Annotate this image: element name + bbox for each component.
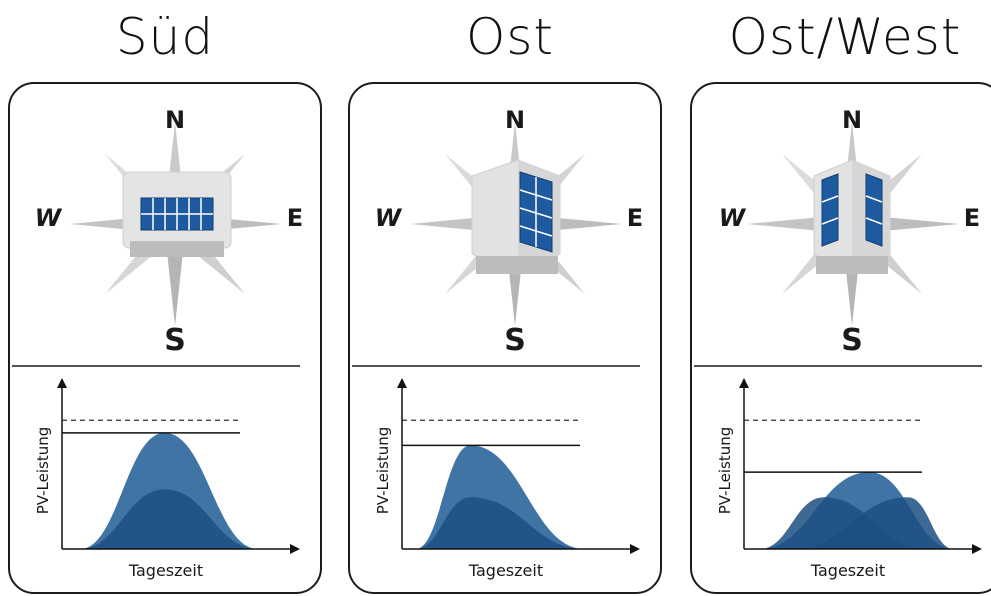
- compass-s: S: [504, 323, 526, 358]
- y-axis-label: PV-Leistung: [374, 427, 392, 515]
- solar-panel-west: [821, 173, 839, 247]
- compass-n: N: [165, 106, 185, 134]
- pv-chart: PV-Leistung Tageszeit: [716, 378, 982, 580]
- compass-e: E: [964, 204, 980, 232]
- x-axis-label: Tageszeit: [810, 561, 885, 580]
- compass-w: W: [35, 204, 63, 232]
- y-axis-arrow: [739, 378, 749, 388]
- house-model: [122, 171, 232, 257]
- compass-s: S: [164, 323, 186, 358]
- house-model: [471, 159, 561, 275]
- compass-w: W: [719, 204, 747, 232]
- panel-sued: N W E S PV-Leistung Tageszeit: [8, 82, 322, 594]
- x-axis-arrow: [630, 544, 640, 554]
- title-sued: Süd: [115, 8, 215, 66]
- curve-inner: [80, 489, 259, 549]
- y-axis-label: PV-Leistung: [716, 427, 734, 515]
- solar-panel-east: [865, 173, 883, 247]
- curve-inner-west: [794, 497, 954, 549]
- title-ost-west: Ost/West: [728, 8, 962, 66]
- pv-chart: PV-Leistung Tageszeit: [34, 378, 300, 580]
- compass-w: W: [375, 204, 403, 232]
- solar-panel: [519, 171, 553, 253]
- title-ost: Ost: [465, 8, 554, 66]
- compass-s: S: [841, 323, 863, 358]
- curve-inner: [415, 497, 585, 549]
- solar-panel: [140, 197, 214, 231]
- house-model: [813, 159, 891, 275]
- y-axis-arrow: [57, 378, 67, 388]
- compass-n: N: [842, 106, 862, 134]
- y-axis-arrow: [397, 378, 407, 388]
- pv-chart: PV-Leistung Tageszeit: [374, 378, 640, 580]
- x-axis-label: Tageszeit: [128, 561, 203, 580]
- compass-e: E: [287, 204, 303, 232]
- x-axis-arrow: [290, 544, 300, 554]
- panel-ost-west: N W E S PV-Leistung Tageszeit: [690, 82, 991, 594]
- compass-n: N: [505, 106, 525, 134]
- panel-ost: N W E S PV-Leistung Tageszeit: [348, 82, 662, 594]
- y-axis-label: PV-Leistung: [34, 427, 52, 515]
- x-axis-arrow: [972, 544, 982, 554]
- x-axis-label: Tageszeit: [468, 561, 543, 580]
- compass-e: E: [627, 204, 643, 232]
